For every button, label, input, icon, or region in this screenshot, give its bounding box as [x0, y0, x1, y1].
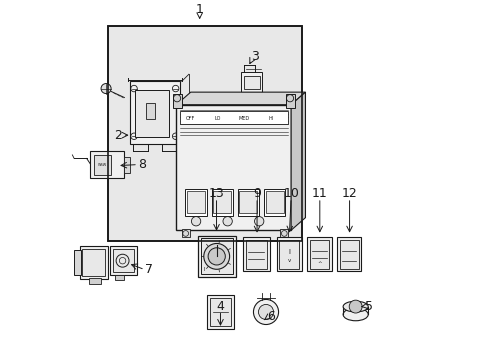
Text: 6: 6: [267, 310, 275, 324]
Text: 3: 3: [251, 50, 259, 63]
Bar: [110, 246, 137, 275]
Text: 12: 12: [341, 187, 357, 200]
Bar: [239, 192, 257, 213]
Text: v: v: [287, 258, 290, 263]
Circle shape: [253, 300, 278, 324]
Bar: [115, 275, 124, 280]
Bar: [265, 192, 283, 213]
Text: 8: 8: [138, 158, 146, 171]
Text: OFF: OFF: [186, 116, 195, 121]
Bar: [94, 154, 111, 175]
Bar: [309, 240, 328, 269]
Bar: [182, 229, 189, 237]
Text: ^: ^: [317, 261, 321, 266]
Text: 1: 1: [195, 3, 203, 16]
Circle shape: [258, 305, 273, 319]
Text: HI: HI: [268, 116, 273, 121]
Text: LO: LO: [214, 116, 221, 121]
Text: 13: 13: [208, 187, 224, 200]
Bar: [112, 249, 134, 272]
Polygon shape: [290, 92, 305, 230]
Bar: [242, 237, 269, 271]
Bar: [280, 229, 287, 237]
Bar: [135, 90, 169, 137]
Text: 11: 11: [311, 187, 327, 200]
Bar: [172, 94, 182, 108]
Bar: [129, 81, 180, 144]
Text: 10: 10: [283, 187, 299, 200]
Bar: [237, 189, 259, 216]
Bar: [209, 298, 230, 326]
Bar: [276, 237, 301, 271]
Circle shape: [254, 217, 264, 226]
Bar: [185, 189, 206, 216]
Bar: [279, 240, 299, 269]
Text: 4: 4: [216, 300, 224, 313]
Text: 7: 7: [145, 263, 153, 276]
Bar: [180, 111, 287, 125]
Text: I: I: [288, 249, 290, 255]
Circle shape: [203, 243, 229, 269]
Circle shape: [101, 84, 111, 94]
Bar: [306, 237, 331, 271]
Text: 2: 2: [114, 129, 122, 142]
Bar: [90, 151, 124, 178]
Bar: [187, 192, 204, 213]
Circle shape: [348, 300, 362, 313]
Text: WSW: WSW: [98, 163, 107, 167]
Ellipse shape: [343, 308, 367, 321]
Bar: [339, 240, 358, 269]
Bar: [245, 240, 266, 269]
Bar: [82, 249, 105, 276]
Polygon shape: [176, 92, 305, 105]
Bar: [241, 72, 262, 92]
Bar: [198, 235, 235, 277]
Circle shape: [208, 248, 225, 265]
Bar: [108, 26, 301, 241]
Circle shape: [223, 217, 232, 226]
Bar: [285, 94, 294, 108]
Bar: [176, 105, 290, 230]
Text: 9: 9: [253, 187, 261, 200]
Bar: [80, 246, 108, 279]
Bar: [264, 189, 285, 216]
Bar: [201, 238, 232, 274]
Text: 5: 5: [365, 300, 372, 313]
Bar: [336, 237, 361, 271]
Ellipse shape: [343, 301, 367, 312]
Bar: [145, 103, 155, 119]
Bar: [124, 157, 129, 173]
Bar: [74, 250, 81, 275]
Bar: [213, 192, 231, 213]
Circle shape: [191, 217, 201, 226]
Bar: [211, 189, 233, 216]
Bar: [108, 26, 301, 241]
Bar: [244, 76, 259, 89]
Bar: [88, 278, 101, 284]
Text: MED: MED: [239, 116, 249, 121]
Bar: [206, 295, 233, 329]
Text: I: I: [203, 267, 205, 272]
